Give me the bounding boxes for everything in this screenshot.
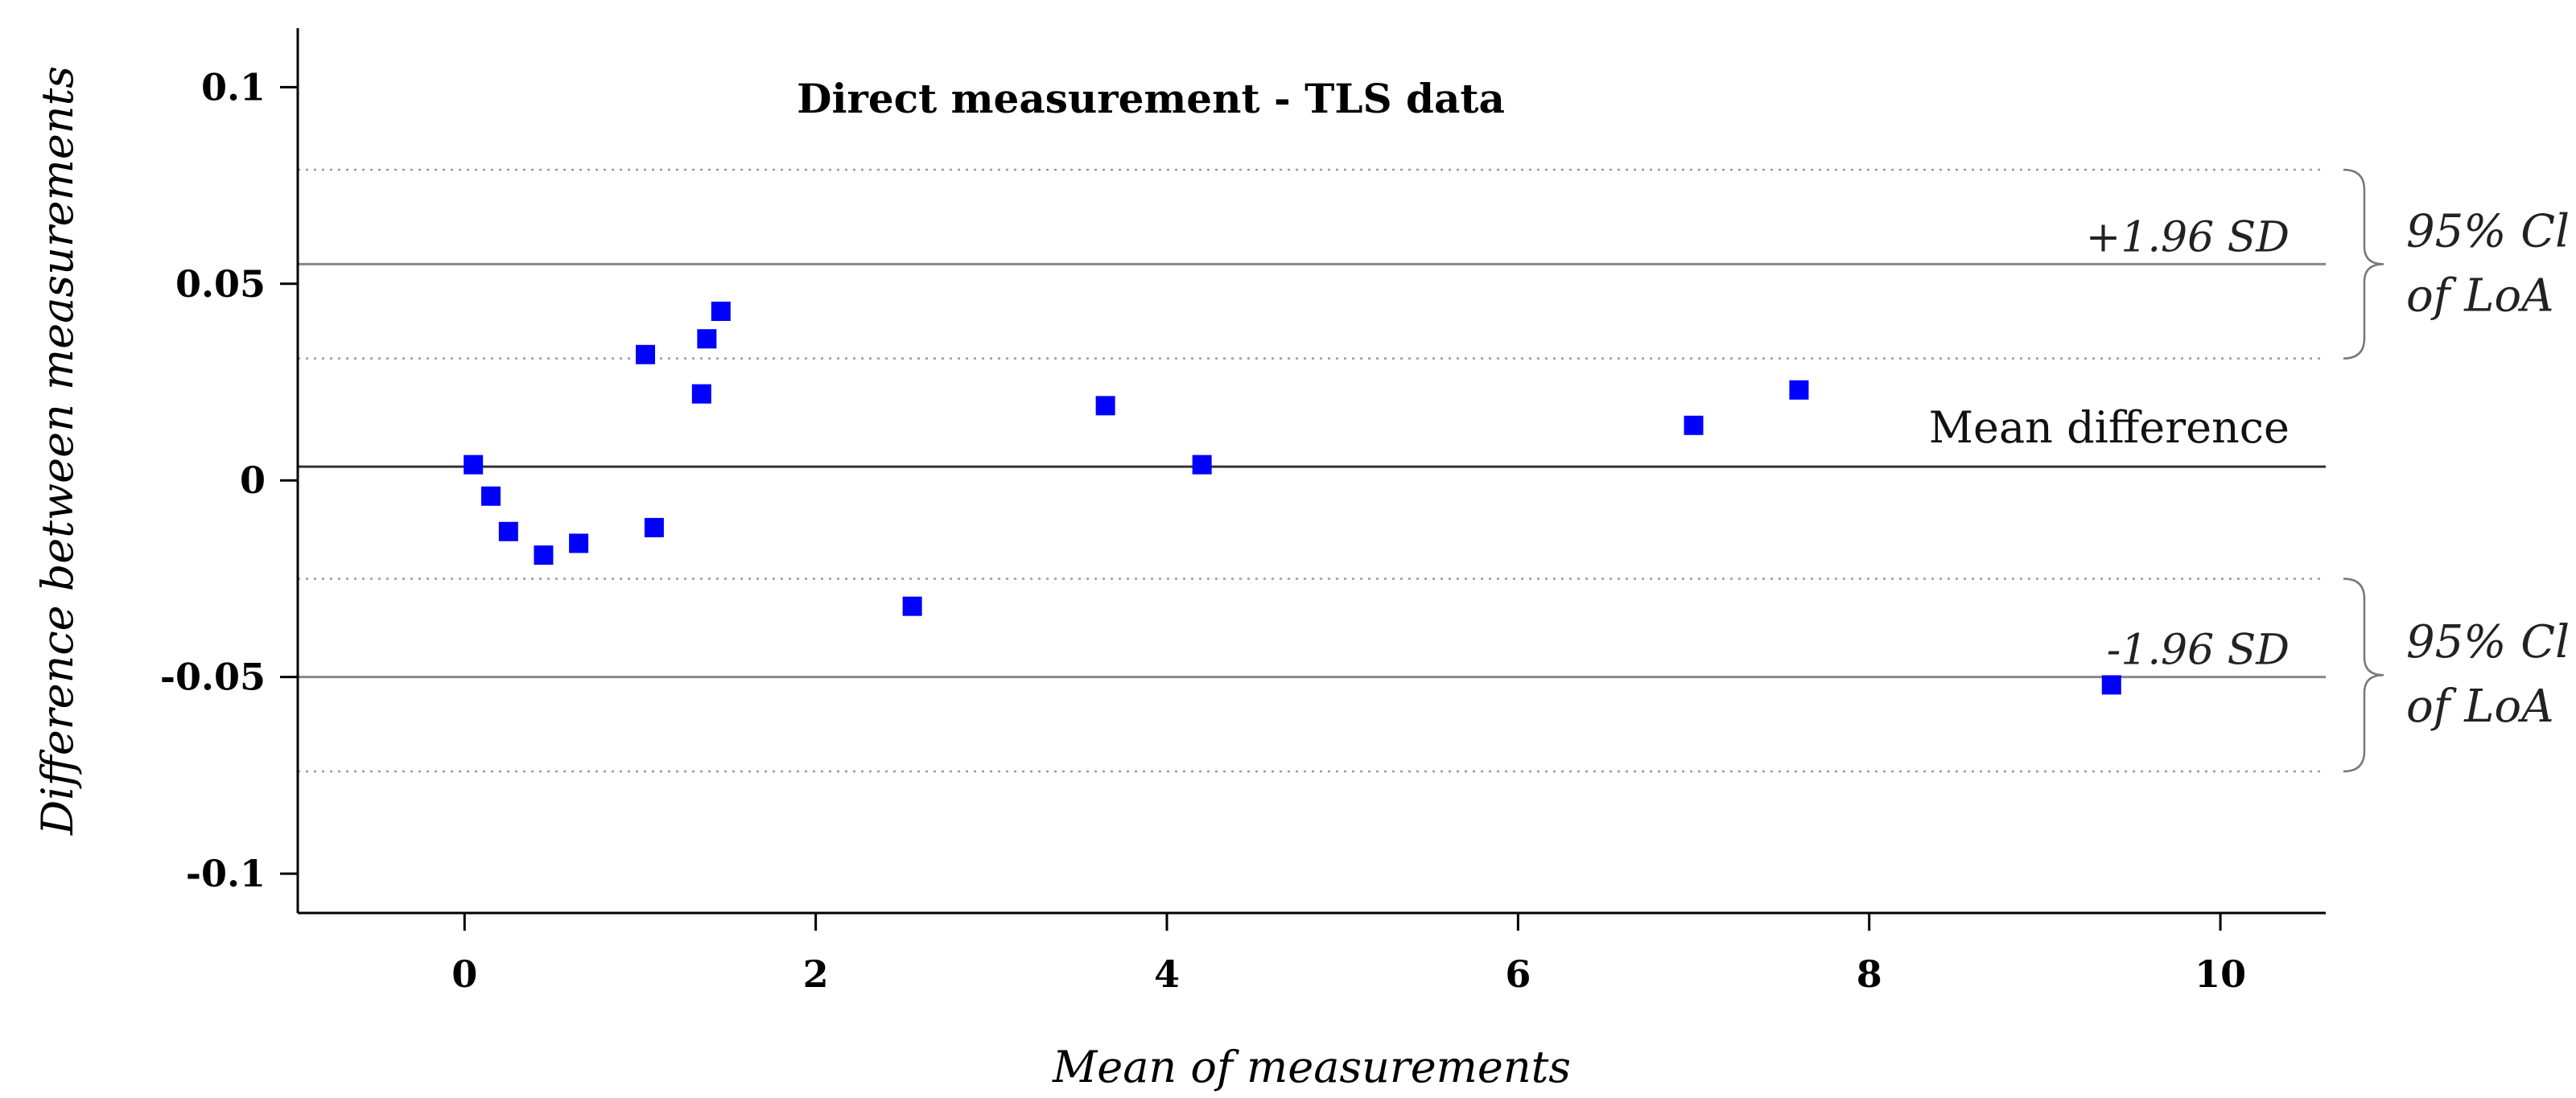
x-tick-label: 10	[2195, 952, 2246, 996]
data-point	[498, 521, 518, 541]
lower-ci-label-line2: of LoA	[2406, 681, 2554, 733]
data-point	[697, 329, 717, 349]
y-tick-label: -0.1	[186, 852, 266, 895]
data-point	[534, 545, 554, 565]
mean-difference-label: Mean difference	[1929, 402, 2290, 453]
upper-loa-label: +1.96 SD	[2086, 213, 2290, 261]
lower-ci-brace	[2343, 578, 2384, 773]
y-tick-label: 0	[240, 459, 266, 502]
data-point	[1684, 415, 1704, 435]
upper-ci-brace	[2343, 168, 2384, 360]
data-point	[902, 596, 922, 616]
data-point	[2101, 675, 2121, 695]
data-point	[691, 384, 711, 404]
y-ticks: 0.1 0.05 0 -0.05 -0.1	[160, 65, 298, 895]
y-tick-label: 0.05	[175, 262, 266, 306]
y-axis-label: Difference between measurements	[32, 66, 83, 836]
x-axis-label: Mean of measurements	[1052, 1042, 1571, 1092]
data-point	[636, 344, 655, 364]
data-point	[711, 302, 731, 321]
data-point	[464, 454, 484, 475]
data-point	[1789, 380, 1809, 400]
x-tick-label: 8	[1857, 952, 1882, 996]
data-points	[464, 302, 2121, 695]
data-point	[569, 533, 589, 553]
x-tick-label: 0	[451, 952, 477, 996]
upper-ci-label-line2: of LoA	[2406, 269, 2554, 322]
data-point	[1095, 396, 1115, 416]
y-tick-label: 0.1	[201, 65, 266, 109]
chart-title: Direct measurement - TLS data	[797, 75, 1505, 122]
upper-ci-label-line1: 95% Cl	[2406, 205, 2570, 257]
data-point	[1192, 454, 1212, 475]
lower-ci-label-line1: 95% Cl	[2406, 616, 2570, 668]
data-point	[481, 486, 501, 506]
x-ticks: 0 2 4 6 8 10	[451, 913, 2246, 996]
y-tick-label: -0.05	[160, 656, 266, 699]
x-tick-label: 6	[1505, 952, 1531, 996]
axes	[296, 28, 2326, 915]
lower-loa-label: -1.96 SD	[2107, 627, 2290, 675]
data-point	[644, 517, 664, 537]
x-tick-label: 4	[1154, 952, 1180, 996]
x-tick-label: 2	[803, 952, 829, 996]
